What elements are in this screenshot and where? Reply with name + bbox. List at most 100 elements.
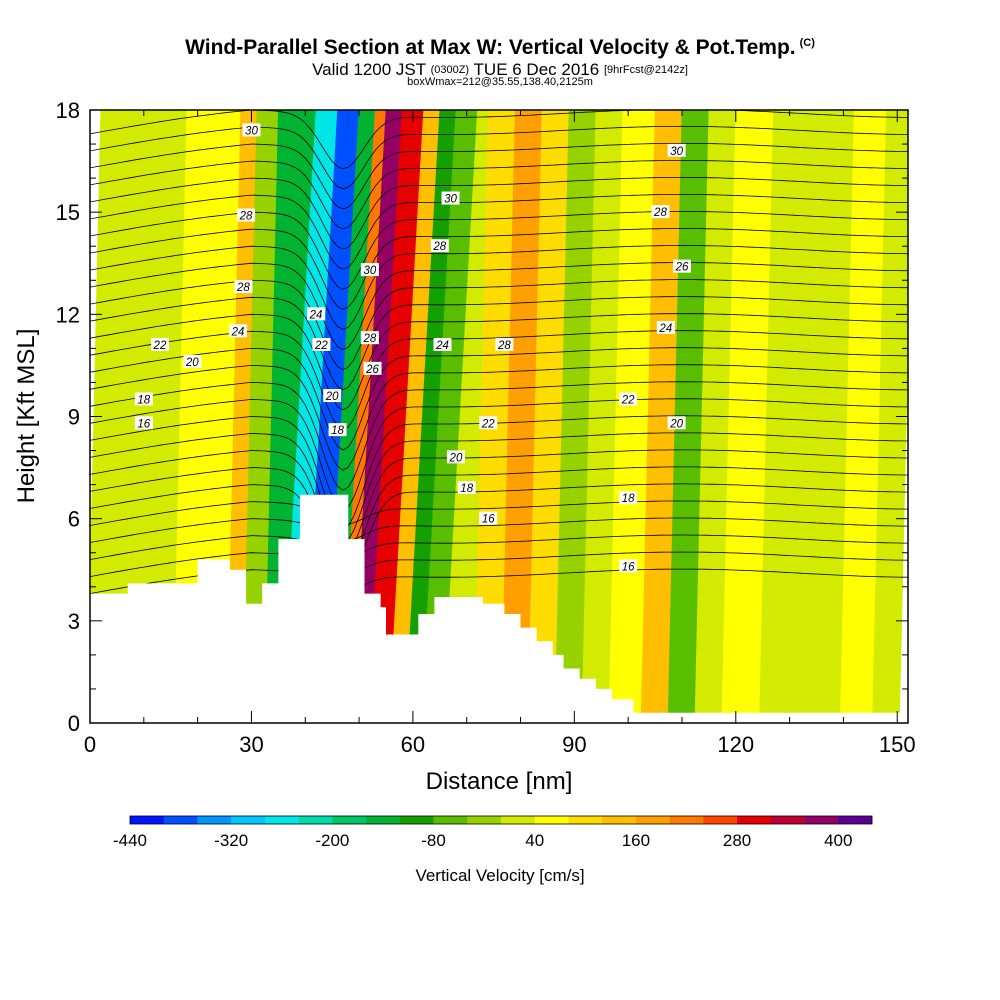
colorbar-tick-label: 280: [723, 831, 751, 850]
colorbar-swatch: [298, 816, 333, 824]
isentrope-line: [90, 125, 908, 190]
colorbar-tick-label: 400: [824, 831, 852, 850]
isentrope-line: [90, 160, 908, 230]
colorbar-swatch: [737, 816, 772, 824]
isentrope-label-text: 20: [669, 418, 683, 430]
colorbar-swatch: [399, 816, 434, 824]
isentrope-line: [90, 534, 908, 560]
velocity-band: [140, 110, 188, 723]
isentrope-line: [90, 483, 908, 586]
isentrope-label: 18: [134, 392, 153, 406]
isentrope-label-text: 18: [331, 425, 344, 437]
isentrope-label-text: 20: [185, 357, 199, 369]
isentrope-label: 30: [667, 143, 686, 158]
isentrope-line: [90, 262, 908, 350]
x-tick-label: 150: [879, 732, 916, 757]
isentrope-label: 30: [441, 191, 460, 206]
isentrope-line: [90, 194, 908, 270]
isentrope-label: 24: [433, 337, 452, 352]
colorbar-tick-label: 40: [525, 831, 544, 850]
isentrope-label: 16: [134, 416, 153, 430]
terrain-mask: [90, 494, 908, 723]
isentrope-line: [90, 211, 908, 290]
colorbar-swatch: [130, 816, 165, 824]
isentrope-labels: 30 28 28 24 22 20 18 16 24 22 20 18 30 28 26 30 28 24 28 22…: [134, 123, 691, 573]
isentrope-label-text: 16: [137, 418, 150, 430]
isentrope-line: [90, 466, 908, 572]
isentrope-line: [90, 517, 908, 543]
velocity-band: [796, 110, 855, 723]
isentrope-label: 22: [150, 337, 169, 352]
isentrope-label-text: 28: [653, 207, 667, 219]
isentrope-line: [90, 449, 908, 558]
isentrope-line: [90, 228, 908, 310]
isentrope-line: [90, 330, 908, 431]
colorbar-swatch: [602, 816, 637, 824]
colorbar-swatch: [804, 816, 839, 824]
isentrope-label-text: 24: [309, 309, 323, 321]
colorbar-swatch: [703, 816, 738, 824]
valid-date: TUE 6 Dec 2016: [473, 60, 600, 79]
colorbar-swatch: [163, 816, 198, 824]
valid-time: Valid 1200 JST: [312, 60, 426, 79]
isentrope-label-text: 28: [236, 282, 250, 294]
isentrope-label: 18: [328, 423, 347, 437]
isentrope-label-text: 30: [363, 265, 376, 277]
isentrope-line: [90, 143, 908, 210]
colorbar-swatch: [433, 816, 468, 824]
isentrope-label: 20: [183, 355, 202, 369]
isentrope-line: [90, 381, 908, 491]
x-tick-label: 60: [401, 732, 425, 757]
colorbar-swatch: [669, 816, 704, 824]
chart-title: Wind-Parallel Section at Max W: Vertical…: [0, 36, 1000, 60]
isentrope-label: 28: [360, 331, 379, 345]
x-tick-label: 90: [562, 732, 586, 757]
isentrope-label-text: 30: [245, 125, 258, 137]
colorbar-swatch: [264, 816, 299, 824]
isentrope-line: [90, 551, 908, 577]
colorbar-swatch: [838, 816, 873, 824]
velocity-band: [366, 110, 424, 723]
colorbar-tick-label: -80: [421, 831, 446, 850]
isentrope-label-text: 24: [658, 323, 672, 335]
isentrope-label: 26: [363, 361, 382, 376]
isentrope-label-text: 20: [325, 391, 339, 403]
colorbar-swatch: [332, 816, 367, 824]
isentrope-label-text: 24: [435, 340, 449, 352]
isentrope-line: [90, 364, 908, 471]
colorbar-swatch: [197, 816, 232, 824]
isentrope-line: [90, 110, 908, 170]
y-tick-label: 0: [68, 711, 80, 736]
isentrope-line: [90, 415, 908, 530]
colorbar: -440 -320 -200 -80 40 160 280 400: [113, 815, 873, 850]
isentrope-label-text: 20: [449, 452, 463, 464]
velocity-band: [581, 110, 624, 723]
isentrope-label-text: 18: [137, 394, 150, 406]
isentrope-label-text: 22: [621, 394, 635, 406]
isentrope-label-text: 16: [482, 514, 495, 526]
y-tick-label: 6: [68, 507, 80, 532]
colorbar-swatch: [635, 816, 670, 824]
isentrope-label: 30: [360, 263, 379, 277]
velocity-band: [500, 110, 543, 723]
isentrope-label-text: 22: [153, 340, 167, 352]
isentrope-label-text: 26: [365, 364, 379, 376]
colorbar-tick-label: -440: [113, 831, 147, 850]
isentrope-line: [90, 245, 908, 330]
isentrope-label-text: 30: [670, 146, 683, 158]
y-tick-label: 18: [56, 98, 80, 123]
velocity-band: [404, 110, 457, 723]
y-tick-label: 3: [68, 609, 80, 634]
isentrope-label: 16: [479, 511, 498, 526]
y-axis: 0 3 6 9 12 15 18: [56, 98, 908, 736]
isentrope-label-text: 28: [497, 340, 511, 352]
isentrope-label-text: 26: [675, 262, 689, 274]
isentrope-label: 24: [656, 320, 675, 335]
colorbar-swatch: [770, 816, 805, 824]
isentrope-line: [90, 313, 908, 411]
x-axis: 0 30 60 90 120 150: [84, 110, 916, 757]
colorbar-tick-label: -320: [214, 831, 248, 850]
isentrope-label: 26: [672, 259, 691, 274]
isentrope-line: [90, 279, 908, 371]
